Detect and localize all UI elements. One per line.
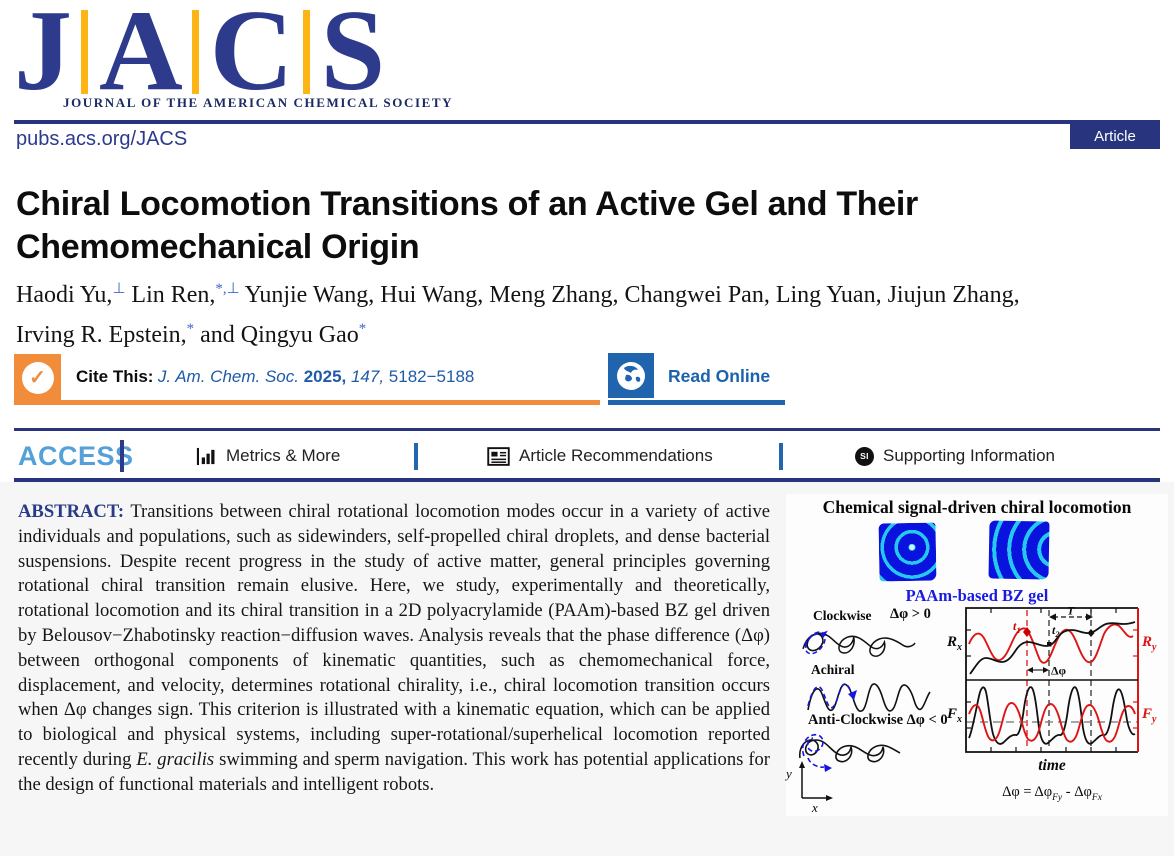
supporting-information-link[interactable]: SI Supporting Information	[855, 446, 1055, 466]
logo-letter-a: A	[99, 0, 183, 115]
period-label: T	[1067, 604, 1075, 618]
article-recommendations-link[interactable]: Article Recommendations	[487, 446, 713, 466]
graphical-abstract: Chemical signal-driven chiral locomotion…	[786, 494, 1168, 816]
logo-divider-bar	[302, 10, 310, 94]
anticlockwise-trajectory-curve	[799, 733, 901, 772]
author-list: Haodi Yu,⊥ Lin Ren,*,⊥ Yunjie Wang, Hui …	[16, 272, 1166, 352]
authors-line-1: Haodi Yu,⊥ Lin Ren,*,⊥ Yunjie Wang, Hui …	[16, 281, 1020, 308]
nav-separator	[779, 443, 783, 470]
t1-label: t1	[1013, 619, 1021, 635]
logo-letter-c: C	[209, 0, 294, 115]
article-type-badge: Article	[1070, 124, 1160, 149]
metrics-label: Metrics & More	[226, 446, 341, 465]
nav-rule-top	[14, 428, 1160, 431]
logo-divider-bar	[191, 10, 199, 94]
bar-chart-icon	[196, 447, 215, 465]
recommendations-label: Article Recommendations	[519, 446, 713, 465]
Ry-axis-label: Ry	[1142, 634, 1157, 653]
bz-gel-image-anticlockwise	[988, 520, 1050, 580]
si-icon: SI	[855, 446, 874, 466]
metrics-and-more-link[interactable]: Metrics & More	[196, 446, 340, 466]
Rx-curve	[969, 621, 1136, 675]
article-title: Chiral Locomotion Transitions of an Acti…	[16, 183, 1056, 269]
logo-letter-j: J	[14, 0, 72, 115]
y-axis-label: y	[786, 766, 792, 781]
cite-underline	[14, 400, 600, 405]
bz-gel-image-clockwise	[878, 522, 937, 582]
phase-formula: Δφ = ΔφFy - ΔφFx	[1002, 784, 1102, 803]
t2-marker	[1047, 642, 1052, 647]
Fy-axis-label: Fy	[1142, 706, 1157, 725]
check-icon: ✓	[21, 361, 54, 394]
time-axis-label: time	[1038, 757, 1066, 774]
globe-icon	[617, 361, 645, 390]
abstract-text: ABSTRACT: Transitions between chiral rot…	[18, 500, 770, 798]
read-online-button[interactable]: Read Online	[668, 366, 771, 386]
supporting-label: Supporting Information	[883, 446, 1055, 465]
anticlockwise-label: Anti-Clockwise Δφ < 0	[808, 712, 948, 728]
cite-this-label: Cite This:	[76, 367, 154, 386]
nav-rule-bottom	[14, 478, 1160, 482]
citation[interactable]: Cite This: J. Am. Chem. Soc. 2025, 147, …	[76, 367, 474, 387]
citation-reference: J. Am. Chem. Soc. 2025, 147, 5182−5188	[157, 367, 475, 386]
gel-caption: PAAm-based BZ gel	[905, 586, 1049, 605]
journal-url-link[interactable]: pubs.acs.org/JACS	[16, 128, 188, 150]
access-link[interactable]: ACCESS	[18, 441, 134, 471]
kinematics-plot: t1 t2 T Δφ	[965, 604, 1139, 753]
newspaper-icon	[487, 446, 510, 466]
achiral-trajectory-curve	[807, 683, 931, 713]
clockwise-condition: Δφ > 0	[890, 606, 931, 622]
axis-ticks	[966, 608, 1117, 752]
abstract-body: Transitions between chiral rotational lo…	[18, 501, 770, 795]
authors-line-2: Irving R. Epstein,* and Qingyu Gao*	[16, 321, 367, 348]
abstract-label: ABSTRACT:	[18, 501, 125, 522]
achiral-label: Achiral	[811, 662, 855, 677]
logo-letter-s: S	[320, 0, 386, 115]
right-axis-ticks	[1133, 629, 1138, 729]
Ry-curve	[968, 623, 1134, 664]
journal-name: JOURNAL OF THE AMERICAN CHEMICAL SOCIETY	[63, 95, 454, 110]
phase-diff-label: Δφ	[1051, 664, 1067, 678]
Fy-curve	[968, 702, 1136, 743]
logo-divider-bar	[81, 10, 88, 94]
title-line-1: Chiral Locomotion Transitions of an Acti…	[16, 185, 918, 223]
figure-title: Chemical signal-driven chiral locomotion	[822, 497, 1132, 517]
cite-this-icon-box[interactable]: ✓	[14, 354, 61, 401]
Fx-axis-label: Fx	[946, 706, 962, 725]
read-online-icon-box[interactable]	[608, 353, 654, 398]
clockwise-trajectory-curve	[802, 630, 916, 657]
title-line-2: Chemomechanical Origin	[16, 228, 420, 266]
x-axis-label: x	[812, 800, 818, 815]
nav-separator	[120, 440, 124, 472]
t2-label: t2	[1052, 623, 1060, 639]
clockwise-label: Clockwise	[813, 608, 872, 623]
nav-separator	[414, 443, 418, 470]
t1-marker	[1023, 627, 1031, 637]
jacs-logo[interactable]: J A C S	[14, 0, 386, 115]
Fx-curve	[968, 686, 1136, 745]
period-marker	[1087, 629, 1095, 637]
header-rule	[14, 120, 1160, 124]
xy-axes-icon	[799, 761, 833, 801]
Rx-axis-label: Rx	[946, 634, 962, 653]
read-online-underline	[608, 400, 785, 405]
